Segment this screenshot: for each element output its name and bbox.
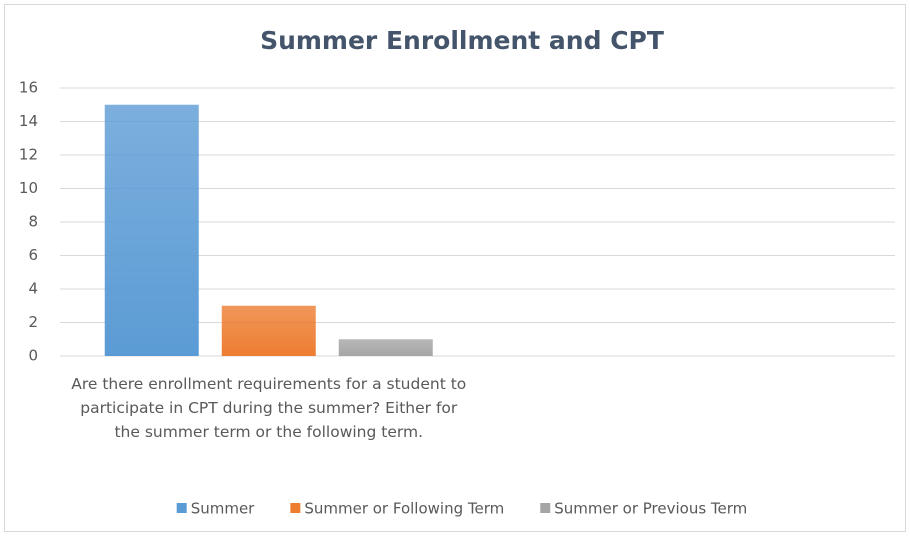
bar: [221, 305, 316, 356]
x-tick-label: Are there enrollment requirements for a …: [71, 375, 467, 441]
y-tick-label: 8: [28, 213, 38, 231]
legend-swatch: [176, 503, 187, 513]
chart-title: Summer Enrollment and CPT: [260, 26, 664, 55]
x-label-box: Are there enrollment requirements for a …: [71, 375, 467, 441]
y-tick-label: 4: [28, 280, 38, 298]
y-tick-label: 16: [19, 79, 38, 97]
legend-swatch: [540, 503, 551, 513]
legend-label: Summer or Previous Term: [554, 500, 747, 518]
bar: [104, 104, 199, 356]
y-tick-label: 12: [19, 146, 38, 164]
y-tick-label: 6: [28, 246, 38, 264]
bar: [338, 339, 433, 356]
y-tick-label: 14: [19, 112, 38, 130]
y-tick-label: 10: [19, 179, 38, 197]
legend-label: Summer: [191, 500, 255, 518]
y-tick-label: 0: [28, 347, 38, 365]
legend-swatch: [290, 503, 301, 513]
legend-label: Summer or Following Term: [304, 500, 504, 518]
y-tick-label: 2: [28, 313, 38, 331]
